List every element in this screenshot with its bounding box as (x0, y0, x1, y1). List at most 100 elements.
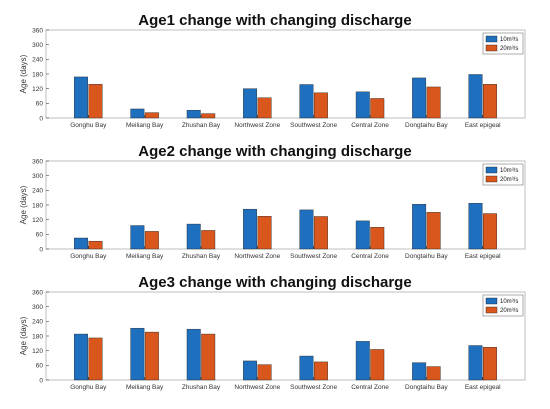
bar-series2 (483, 84, 497, 119)
bar-series1 (74, 76, 88, 119)
y-tick-label: 180 (32, 333, 43, 340)
y-tick-label: 240 (32, 188, 43, 195)
bar-series2 (257, 364, 272, 381)
bar-series2 (426, 86, 441, 119)
bar-series1 (130, 327, 145, 381)
bar-series2 (370, 349, 385, 381)
legend: 10m³/s 20m³/s (482, 294, 524, 317)
bar-series2 (88, 84, 103, 119)
bar-series1 (468, 345, 483, 381)
x-tick-label: Meiliang Bay (126, 253, 164, 260)
bar-series2 (201, 333, 216, 381)
y-tick-label: 240 (32, 57, 43, 64)
y-tick-label: 300 (32, 173, 43, 180)
legend-swatch (485, 35, 498, 43)
y-tick-label: 0 (39, 377, 43, 384)
bar-series2 (88, 240, 103, 250)
y-tick-label: 300 (32, 42, 43, 49)
axes-box (45, 291, 526, 381)
bar-series2 (313, 361, 328, 381)
bar-series2 (257, 97, 272, 119)
legend-swatch (485, 166, 498, 174)
legend-label: 10m³/s (500, 168, 518, 174)
bar-series1 (130, 225, 145, 250)
y-tick-label: 300 (32, 304, 43, 311)
x-tick-label: Northwest Zone (234, 253, 280, 260)
bar-series1 (186, 223, 201, 250)
y-tick-label: 60 (36, 363, 44, 370)
y-tick-label: 120 (32, 348, 43, 355)
x-tick-label: East epigeal (465, 122, 501, 129)
y-tick-label: 240 (32, 319, 43, 326)
bar-series1 (299, 355, 314, 381)
bar-series1 (412, 77, 427, 119)
bar-series1 (299, 84, 314, 119)
x-tick-label: Northwest Zone (234, 122, 280, 129)
x-tick-label: Northwest Zone (234, 384, 280, 391)
legend-label: 10m³/s (500, 37, 518, 43)
bar-series1 (186, 109, 201, 119)
axes-box (45, 29, 526, 119)
x-tick-label: Dongtaihu Bay (405, 384, 448, 391)
x-tick-label: Gonghu Bay (70, 122, 107, 129)
y-tick-label: 60 (36, 101, 44, 108)
bar-series1 (243, 360, 258, 381)
bar-series1 (412, 204, 427, 250)
x-tick-label: Gonghu Bay (70, 384, 107, 391)
bar-series2 (257, 216, 272, 250)
chart-title: Age3 change with changing discharge (138, 274, 411, 291)
legend-label: 20m³/s (500, 308, 518, 314)
bar-series1 (186, 328, 201, 381)
bar-series1 (468, 74, 483, 119)
y-tick-label: 120 (32, 217, 43, 224)
y-tick-label: 180 (32, 202, 43, 209)
legend: 10m³/s 20m³/s (482, 163, 524, 186)
y-tick-label: 0 (39, 115, 43, 122)
bar-series1 (243, 208, 258, 250)
y-tick-label: 360 (32, 289, 43, 296)
x-tick-label: Central Zone (351, 253, 389, 260)
x-tick-label: Zhushan Bay (182, 122, 221, 129)
chart-title: Age1 change with changing discharge (138, 12, 411, 29)
bar-series2 (144, 112, 159, 119)
bar-series2 (370, 227, 385, 250)
legend-swatch (485, 297, 498, 305)
x-tick-label: East epigeal (465, 384, 501, 391)
bar-series1 (355, 341, 370, 381)
legend-label: 20m³/s (500, 46, 518, 52)
y-tick-label: 120 (32, 86, 43, 93)
bar-series1 (412, 362, 427, 381)
bar-series2 (313, 92, 328, 119)
x-tick-label: East epigeal (465, 253, 501, 260)
legend: 10m³/s 20m³/s (482, 32, 524, 55)
legend-label: 20m³/s (500, 177, 518, 183)
bar-series2 (483, 213, 497, 250)
bar-series2 (144, 231, 159, 250)
y-axis-label: Age (days) (19, 185, 28, 224)
bar-series2 (313, 216, 328, 250)
legend-label: 10m³/s (500, 299, 518, 305)
y-tick-label: 60 (36, 232, 44, 239)
y-tick-label: 360 (32, 158, 43, 165)
axes-box (45, 160, 526, 250)
bar-series2 (201, 113, 216, 119)
chart-panel-1: Age1 change with changing discharge 0 60 12… (19, 12, 526, 129)
bar-series1 (130, 108, 145, 119)
y-axis-label: Age (days) (19, 54, 28, 93)
chart-panel-3: Age3 change with changing discharge 0 60 12… (19, 274, 526, 391)
bar-series1 (243, 88, 258, 119)
x-tick-label: Zhushan Bay (182, 253, 221, 260)
y-tick-label: 360 (32, 27, 43, 34)
legend-swatch (485, 44, 498, 52)
y-tick-label: 0 (39, 246, 43, 253)
legend-swatch (485, 306, 498, 314)
bar-series1 (74, 333, 88, 381)
bar-series1 (299, 209, 314, 250)
bar-series2 (201, 230, 216, 250)
chart-title: Age2 change with changing discharge (138, 143, 411, 160)
chart-panel-2: Age2 change with changing discharge 0 60 12… (19, 143, 526, 260)
bar-series1 (355, 220, 370, 250)
x-tick-label: Central Zone (351, 122, 389, 129)
